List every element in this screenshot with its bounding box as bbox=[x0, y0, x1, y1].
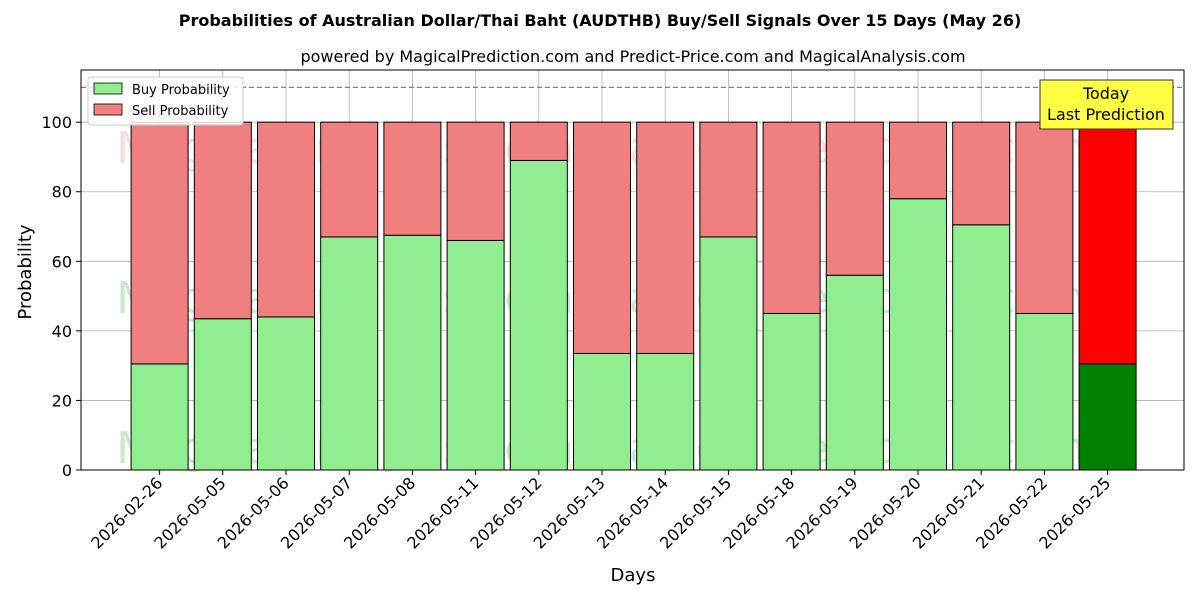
buy-bar bbox=[952, 224, 1011, 471]
sell-bar bbox=[1015, 121, 1074, 314]
buy-bar bbox=[446, 239, 505, 471]
annotation-line-2: Last Prediction bbox=[1047, 105, 1165, 124]
sell-bar bbox=[446, 121, 505, 241]
sell-bar bbox=[130, 121, 189, 365]
buy-bar bbox=[130, 363, 189, 471]
chart-title: Probabilities of Australian Dollar/Thai … bbox=[179, 11, 1022, 30]
legend-sell-swatch bbox=[93, 103, 123, 116]
y-tick-label: 60 bbox=[52, 252, 72, 271]
buy-bar bbox=[320, 236, 379, 471]
y-axis-label: Probability bbox=[15, 224, 36, 319]
sell-bar bbox=[573, 121, 631, 354]
buy-bar bbox=[762, 312, 821, 471]
bars bbox=[130, 121, 1137, 471]
buy-bar bbox=[825, 274, 884, 471]
buy-bar bbox=[573, 352, 631, 471]
buy-bar bbox=[699, 236, 758, 471]
y-tick-label: 40 bbox=[52, 322, 72, 341]
sell-bar bbox=[193, 121, 252, 320]
buy-bar bbox=[383, 234, 442, 471]
sell-bar bbox=[889, 121, 947, 200]
y-tick-label: 20 bbox=[52, 391, 72, 410]
sell-bar bbox=[699, 121, 758, 238]
y-tick-label: 100 bbox=[41, 113, 72, 132]
y-tick-label: 80 bbox=[52, 183, 72, 202]
sell-bar bbox=[1078, 121, 1137, 365]
buy-bar bbox=[193, 318, 252, 471]
y-tick-label: 0 bbox=[62, 461, 72, 480]
x-axis-label: Days bbox=[611, 565, 656, 586]
buy-bar bbox=[1078, 363, 1137, 471]
today-annotation: Today Last Prediction bbox=[1039, 79, 1174, 130]
sell-bar bbox=[383, 121, 442, 236]
annotation-box bbox=[1039, 79, 1174, 130]
legend-buy-label: Buy Probability bbox=[132, 83, 230, 98]
buy-bar bbox=[889, 198, 947, 471]
sell-bar bbox=[825, 121, 884, 276]
sell-bar bbox=[952, 121, 1011, 226]
sell-bar bbox=[636, 121, 695, 354]
buy-bar bbox=[636, 352, 695, 471]
sell-bar bbox=[762, 121, 821, 314]
sell-bar bbox=[509, 121, 568, 161]
buy-bar bbox=[1015, 312, 1074, 471]
plot-frame bbox=[80, 69, 1185, 471]
sell-bar bbox=[257, 121, 315, 318]
sell-bar bbox=[320, 121, 379, 238]
legend-sell-label: Sell Probability bbox=[132, 104, 229, 119]
chart-subtitle: powered by MagicalPrediction.com and Pre… bbox=[300, 47, 965, 66]
annotation-line-1: Today bbox=[1082, 84, 1129, 103]
buy-bar bbox=[257, 316, 315, 471]
legend: Buy Probability Sell Probability bbox=[87, 76, 244, 126]
legend-buy-swatch bbox=[93, 82, 123, 95]
buy-bar bbox=[509, 159, 568, 471]
legend-box bbox=[87, 76, 244, 126]
